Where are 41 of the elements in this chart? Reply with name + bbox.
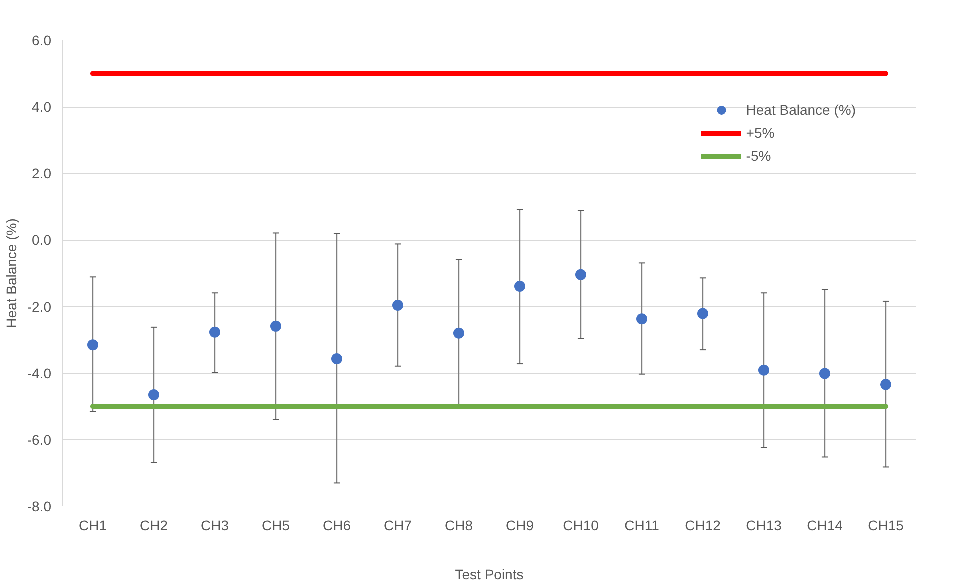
point (270, 320, 282, 332)
y-tick-label: -6.0 (27, 432, 52, 448)
legend-label: Heat Balance (%) (746, 102, 856, 118)
point (636, 314, 648, 325)
x-tick-label: CH15 (868, 518, 904, 534)
x-tick-label: CH5 (262, 518, 290, 534)
point (332, 354, 342, 365)
y-tick-label: 2.0 (32, 166, 52, 182)
point (454, 328, 464, 339)
point (392, 300, 404, 311)
y-tick-label: -8.0 (27, 498, 52, 514)
x-axis-title: Test Points (455, 566, 524, 582)
x-tick-label: CH13 (746, 518, 782, 534)
x-tick-label: CH1 (78, 518, 108, 534)
y-tick-label: -2.0 (27, 298, 52, 315)
y-tick-label: -4.0 (27, 365, 52, 382)
point (576, 269, 586, 280)
x-tick-label: CH8 (444, 518, 474, 534)
point (758, 364, 770, 376)
x-tick-label: CH6 (322, 518, 352, 534)
legend-label: -5% (746, 148, 772, 164)
x-tick-label: CH11 (624, 518, 660, 534)
y-tick-label: 6.0 (32, 32, 52, 48)
point (820, 368, 830, 380)
x-tick-label: CH12 (685, 518, 722, 534)
x-tick-label: CH10 (563, 518, 600, 534)
x-tick-label: CH7 (384, 518, 412, 534)
point (148, 390, 160, 400)
legend-label: +5% (746, 125, 775, 141)
point (698, 308, 708, 320)
y-tick-label: 0.0 (32, 232, 52, 248)
x-tick-label: CH14 (807, 518, 844, 534)
point (210, 326, 220, 338)
x-tick-label: CH2 (140, 518, 168, 534)
point (88, 340, 98, 351)
point (880, 379, 892, 390)
x-tick-label: CH3 (200, 518, 230, 534)
x-tick-label: CH9 (506, 518, 534, 534)
y-axis-title: Heat Balance (%) (3, 218, 20, 328)
point (514, 280, 526, 292)
y-tick-label: 4.0 (32, 99, 52, 116)
